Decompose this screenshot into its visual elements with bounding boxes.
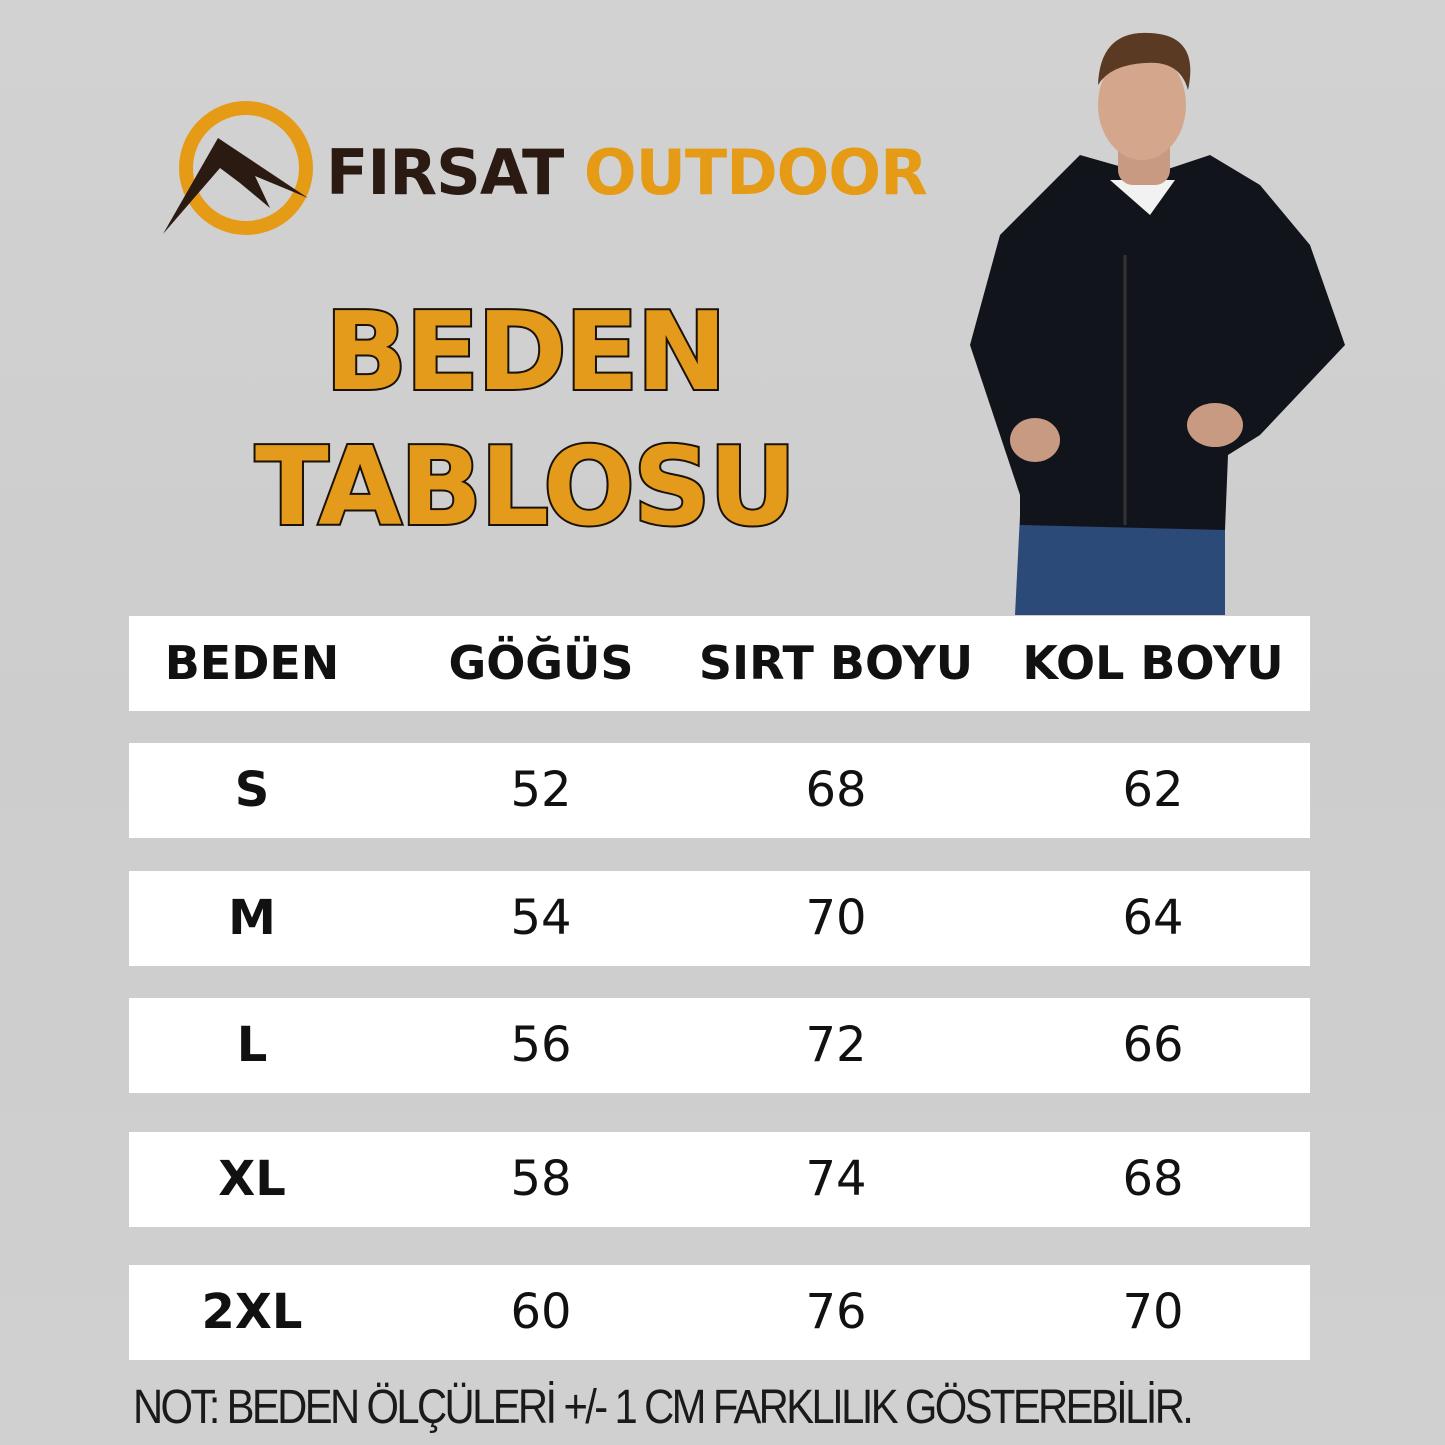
table-row: XL 58 74 68 xyxy=(129,1132,1310,1227)
back-length-cell: 68 xyxy=(805,762,867,818)
header-chest: GÖĞÜS xyxy=(448,636,634,690)
sleeve-length-cell: 64 xyxy=(1122,890,1184,946)
back-length-cell: 72 xyxy=(805,1017,867,1073)
chest-cell: 60 xyxy=(510,1284,572,1340)
table-row: M 54 70 64 xyxy=(129,871,1310,966)
size-cell: S xyxy=(234,762,270,818)
table-row: S 52 68 62 xyxy=(129,743,1310,838)
size-cell: M xyxy=(228,890,276,946)
back-length-cell: 74 xyxy=(805,1151,867,1207)
header-sleeve-length: KOL BOYU xyxy=(1022,636,1284,690)
measurement-note: NOT: BEDEN ÖLÇÜLERİ +/- 1 CM FARKLILIK G… xyxy=(133,1381,1194,1434)
header-size: BEDEN xyxy=(164,636,340,690)
table-row: L 56 72 66 xyxy=(129,998,1310,1093)
header-back-length: SIRT BOYU xyxy=(698,636,974,690)
back-length-cell: 70 xyxy=(805,890,867,946)
title-line-1: BEDEN xyxy=(323,288,729,417)
table-row: 2XL 60 76 70 xyxy=(129,1265,1310,1360)
chest-cell: 56 xyxy=(510,1017,572,1073)
model-photo xyxy=(970,32,1345,615)
size-cell: 2XL xyxy=(201,1284,303,1340)
size-cell: L xyxy=(236,1017,268,1073)
brand-logo-icon xyxy=(163,101,313,235)
size-cell: XL xyxy=(218,1151,286,1207)
brand-name: FIRSAT OUTDOOR xyxy=(326,136,928,209)
sleeve-length-cell: 62 xyxy=(1122,762,1184,818)
chest-cell: 54 xyxy=(510,890,572,946)
back-length-cell: 76 xyxy=(805,1284,867,1340)
chest-cell: 58 xyxy=(510,1151,572,1207)
table-header-row: BEDEN GÖĞÜS SIRT BOYU KOL BOYU xyxy=(129,616,1310,711)
sleeve-length-cell: 66 xyxy=(1122,1017,1184,1073)
sleeve-length-cell: 68 xyxy=(1122,1151,1184,1207)
chest-cell: 52 xyxy=(510,762,572,818)
sleeve-length-cell: 70 xyxy=(1122,1284,1184,1340)
title-line-2: TABLOSU xyxy=(253,423,798,552)
